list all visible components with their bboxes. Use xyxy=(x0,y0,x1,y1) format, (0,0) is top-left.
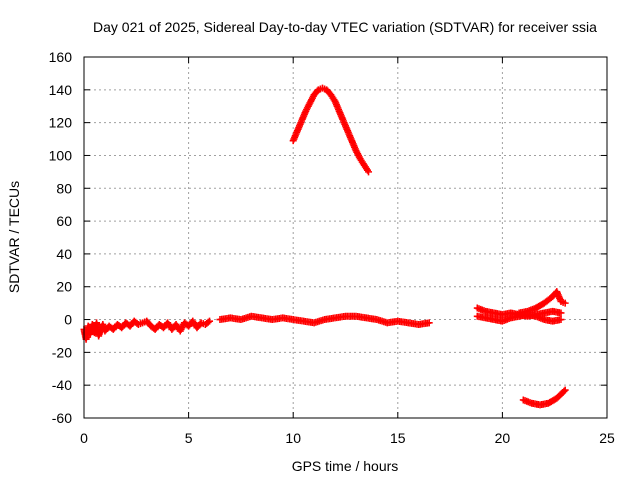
data-point xyxy=(561,299,569,307)
data-points xyxy=(80,84,569,409)
grid xyxy=(84,57,607,418)
y-tick-label: 120 xyxy=(49,115,73,131)
data-point xyxy=(204,318,212,326)
x-axis-title: GPS time / hours xyxy=(292,458,399,474)
y-axis-title: SDTVAR / TECUs xyxy=(6,181,22,293)
y-tick-label: 40 xyxy=(56,246,72,262)
data-point xyxy=(206,317,214,325)
data-point xyxy=(557,316,565,324)
data-point xyxy=(425,319,433,327)
data-point xyxy=(561,386,569,394)
y-tick-label: -40 xyxy=(52,377,72,393)
series-arc-low xyxy=(519,386,569,409)
data-point xyxy=(560,387,568,395)
x-tick-label: 15 xyxy=(390,430,406,446)
series-arc-main-1 xyxy=(80,317,214,343)
series-arc-high xyxy=(289,84,373,176)
y-tick-label: 140 xyxy=(49,82,73,98)
series-arc-main-2 xyxy=(216,312,433,328)
x-tick-label: 5 xyxy=(185,430,193,446)
x-tick-label: 20 xyxy=(495,430,511,446)
y-tick-label: -60 xyxy=(52,410,72,426)
y-tick-label: 160 xyxy=(49,49,73,65)
y-tick-label: -20 xyxy=(52,344,72,360)
x-tick-label: 10 xyxy=(285,430,301,446)
x-tick-label: 0 xyxy=(80,430,88,446)
tick-labels: -60 -40 -20 0 20 40 60 80 100 120 140 160 0 5 10 15 20 25 xyxy=(49,49,615,446)
y-tick-label: 80 xyxy=(56,180,72,196)
x-tick-label: 25 xyxy=(599,430,615,446)
y-tick-label: 60 xyxy=(56,213,72,229)
axis-ticks xyxy=(83,56,608,419)
data-point xyxy=(557,309,565,317)
plot-frame xyxy=(83,56,608,419)
series-arc-late-3 xyxy=(515,288,569,317)
y-tick-label: 0 xyxy=(64,312,72,328)
y-tick-label: 20 xyxy=(56,279,72,295)
y-tick-label: 100 xyxy=(49,147,73,163)
data-point xyxy=(365,168,373,176)
chart-title: Day 021 of 2025, Sidereal Day-to-day VTE… xyxy=(93,19,597,35)
